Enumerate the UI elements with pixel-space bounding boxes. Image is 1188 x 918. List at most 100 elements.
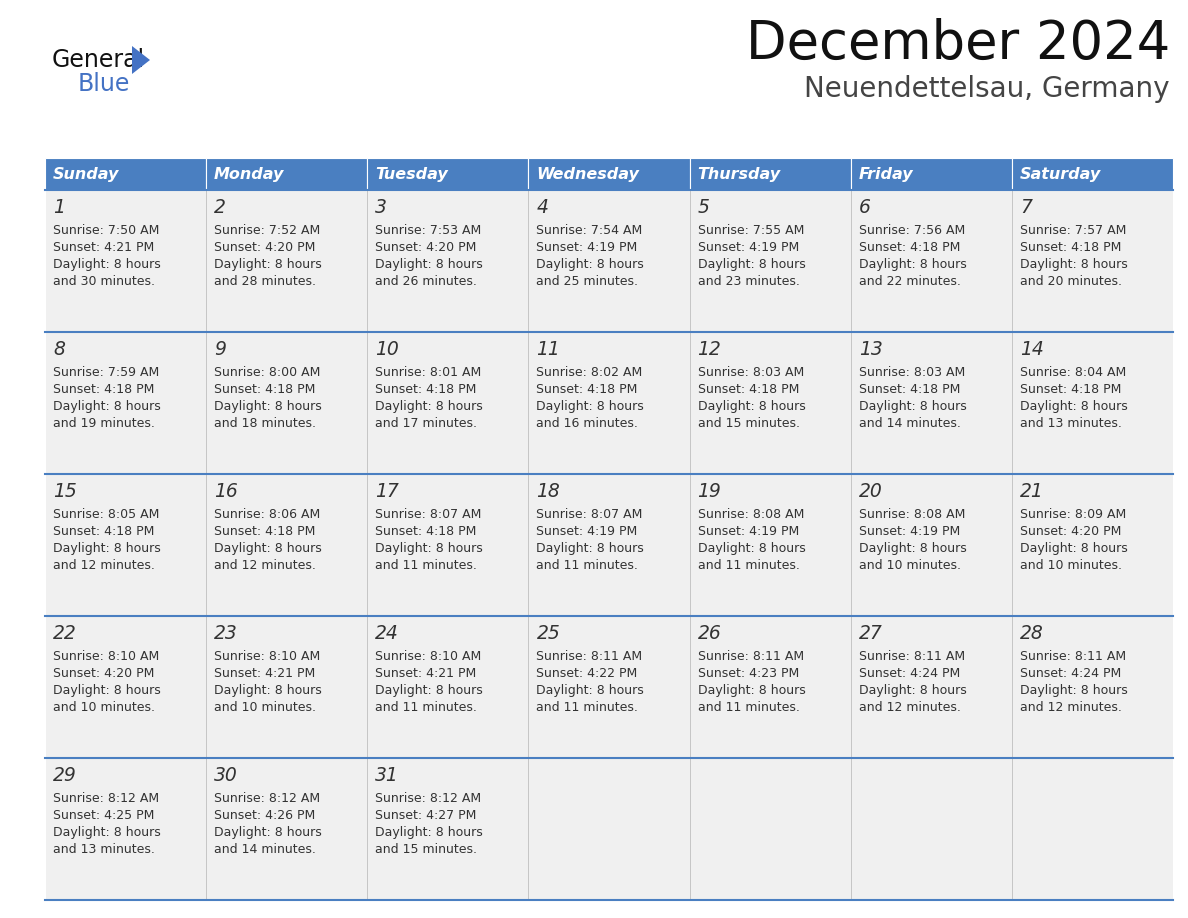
Text: Sunrise: 8:12 AM: Sunrise: 8:12 AM	[53, 792, 159, 805]
Text: 26: 26	[697, 624, 721, 643]
Text: Sunset: 4:20 PM: Sunset: 4:20 PM	[214, 241, 316, 254]
Text: Sunrise: 8:10 AM: Sunrise: 8:10 AM	[53, 650, 159, 663]
Text: Daylight: 8 hours: Daylight: 8 hours	[53, 684, 160, 697]
Text: Daylight: 8 hours: Daylight: 8 hours	[375, 684, 484, 697]
Text: Sunrise: 8:11 AM: Sunrise: 8:11 AM	[1019, 650, 1126, 663]
Text: Daylight: 8 hours: Daylight: 8 hours	[214, 684, 322, 697]
Bar	[689, 474, 851, 616]
Text: Daylight: 8 hours: Daylight: 8 hours	[697, 258, 805, 271]
Text: 18: 18	[537, 482, 561, 501]
Text: Sunset: 4:18 PM: Sunset: 4:18 PM	[1019, 383, 1121, 396]
Text: Sunrise: 8:01 AM: Sunrise: 8:01 AM	[375, 366, 481, 379]
Text: Daylight: 8 hours: Daylight: 8 hours	[214, 400, 322, 413]
Text: and 12 minutes.: and 12 minutes.	[214, 559, 316, 572]
Text: Sunset: 4:26 PM: Sunset: 4:26 PM	[214, 809, 315, 822]
Text: Sunset: 4:19 PM: Sunset: 4:19 PM	[859, 525, 960, 538]
Bar	[45, 190, 207, 332]
Text: Sunrise: 8:10 AM: Sunrise: 8:10 AM	[214, 650, 321, 663]
Text: Sunset: 4:18 PM: Sunset: 4:18 PM	[53, 383, 154, 396]
Text: and 20 minutes.: and 20 minutes.	[1019, 275, 1121, 288]
Bar	[529, 190, 689, 332]
Text: Sunrise: 8:07 AM: Sunrise: 8:07 AM	[375, 508, 481, 521]
Text: 21: 21	[1019, 482, 1043, 501]
Text: and 10 minutes.: and 10 minutes.	[859, 559, 961, 572]
Text: and 30 minutes.: and 30 minutes.	[53, 275, 154, 288]
Text: Sunset: 4:20 PM: Sunset: 4:20 PM	[1019, 525, 1121, 538]
Bar	[207, 474, 367, 616]
Bar	[851, 474, 1012, 616]
Text: 16: 16	[214, 482, 238, 501]
Text: Sunset: 4:18 PM: Sunset: 4:18 PM	[697, 383, 800, 396]
Text: Saturday: Saturday	[1019, 166, 1101, 182]
Bar	[45, 616, 207, 758]
Text: Sunrise: 8:08 AM: Sunrise: 8:08 AM	[859, 508, 965, 521]
Bar	[45, 758, 207, 900]
Text: 10: 10	[375, 340, 399, 359]
Text: 9: 9	[214, 340, 226, 359]
Text: Sunset: 4:20 PM: Sunset: 4:20 PM	[375, 241, 476, 254]
Text: Sunset: 4:27 PM: Sunset: 4:27 PM	[375, 809, 476, 822]
Text: and 26 minutes.: and 26 minutes.	[375, 275, 478, 288]
Text: Tuesday: Tuesday	[375, 166, 448, 182]
Text: Sunset: 4:21 PM: Sunset: 4:21 PM	[53, 241, 154, 254]
Bar	[367, 158, 529, 190]
Text: Sunset: 4:18 PM: Sunset: 4:18 PM	[859, 241, 960, 254]
Text: Sunrise: 8:00 AM: Sunrise: 8:00 AM	[214, 366, 321, 379]
Text: 24: 24	[375, 624, 399, 643]
Text: 1: 1	[53, 198, 65, 217]
Text: Sunset: 4:18 PM: Sunset: 4:18 PM	[214, 383, 316, 396]
Text: Sunrise: 8:05 AM: Sunrise: 8:05 AM	[53, 508, 159, 521]
Text: and 11 minutes.: and 11 minutes.	[697, 559, 800, 572]
Text: Sunset: 4:21 PM: Sunset: 4:21 PM	[214, 667, 315, 680]
Text: Wednesday: Wednesday	[537, 166, 639, 182]
Text: Sunrise: 7:56 AM: Sunrise: 7:56 AM	[859, 224, 965, 237]
Text: and 18 minutes.: and 18 minutes.	[214, 417, 316, 430]
Text: Daylight: 8 hours: Daylight: 8 hours	[537, 400, 644, 413]
Text: 4: 4	[537, 198, 549, 217]
Text: and 15 minutes.: and 15 minutes.	[375, 843, 478, 856]
Text: and 28 minutes.: and 28 minutes.	[214, 275, 316, 288]
Text: Sunrise: 7:59 AM: Sunrise: 7:59 AM	[53, 366, 159, 379]
Text: and 15 minutes.: and 15 minutes.	[697, 417, 800, 430]
Text: 5: 5	[697, 198, 709, 217]
Bar	[367, 758, 529, 900]
Text: Sunset: 4:25 PM: Sunset: 4:25 PM	[53, 809, 154, 822]
Text: 17: 17	[375, 482, 399, 501]
Bar	[851, 332, 1012, 474]
Bar	[367, 332, 529, 474]
Text: Daylight: 8 hours: Daylight: 8 hours	[697, 400, 805, 413]
Polygon shape	[132, 46, 150, 74]
Text: Daylight: 8 hours: Daylight: 8 hours	[859, 542, 967, 555]
Text: Sunset: 4:18 PM: Sunset: 4:18 PM	[375, 383, 476, 396]
Bar	[367, 474, 529, 616]
Text: 11: 11	[537, 340, 561, 359]
Text: Neuendettelsau, Germany: Neuendettelsau, Germany	[804, 75, 1170, 103]
Text: 27: 27	[859, 624, 883, 643]
Text: and 12 minutes.: and 12 minutes.	[1019, 701, 1121, 714]
Text: Sunset: 4:18 PM: Sunset: 4:18 PM	[537, 383, 638, 396]
Text: 6: 6	[859, 198, 871, 217]
Text: Daylight: 8 hours: Daylight: 8 hours	[53, 400, 160, 413]
Text: Daylight: 8 hours: Daylight: 8 hours	[375, 400, 484, 413]
Bar	[529, 474, 689, 616]
Bar	[45, 158, 207, 190]
Text: Thursday: Thursday	[697, 166, 781, 182]
Text: Daylight: 8 hours: Daylight: 8 hours	[859, 684, 967, 697]
Text: Sunday: Sunday	[53, 166, 119, 182]
Text: Sunset: 4:18 PM: Sunset: 4:18 PM	[1019, 241, 1121, 254]
Bar	[207, 190, 367, 332]
Text: Sunset: 4:22 PM: Sunset: 4:22 PM	[537, 667, 638, 680]
Text: Sunrise: 8:03 AM: Sunrise: 8:03 AM	[859, 366, 965, 379]
Text: Sunrise: 7:50 AM: Sunrise: 7:50 AM	[53, 224, 159, 237]
Text: Sunrise: 7:53 AM: Sunrise: 7:53 AM	[375, 224, 481, 237]
Bar	[689, 616, 851, 758]
Text: and 12 minutes.: and 12 minutes.	[859, 701, 961, 714]
Text: Daylight: 8 hours: Daylight: 8 hours	[1019, 258, 1127, 271]
Bar	[851, 616, 1012, 758]
Text: Daylight: 8 hours: Daylight: 8 hours	[53, 826, 160, 839]
Text: 13: 13	[859, 340, 883, 359]
Text: Daylight: 8 hours: Daylight: 8 hours	[214, 258, 322, 271]
Text: Sunrise: 8:12 AM: Sunrise: 8:12 AM	[375, 792, 481, 805]
Text: Daylight: 8 hours: Daylight: 8 hours	[537, 258, 644, 271]
Text: Daylight: 8 hours: Daylight: 8 hours	[53, 258, 160, 271]
